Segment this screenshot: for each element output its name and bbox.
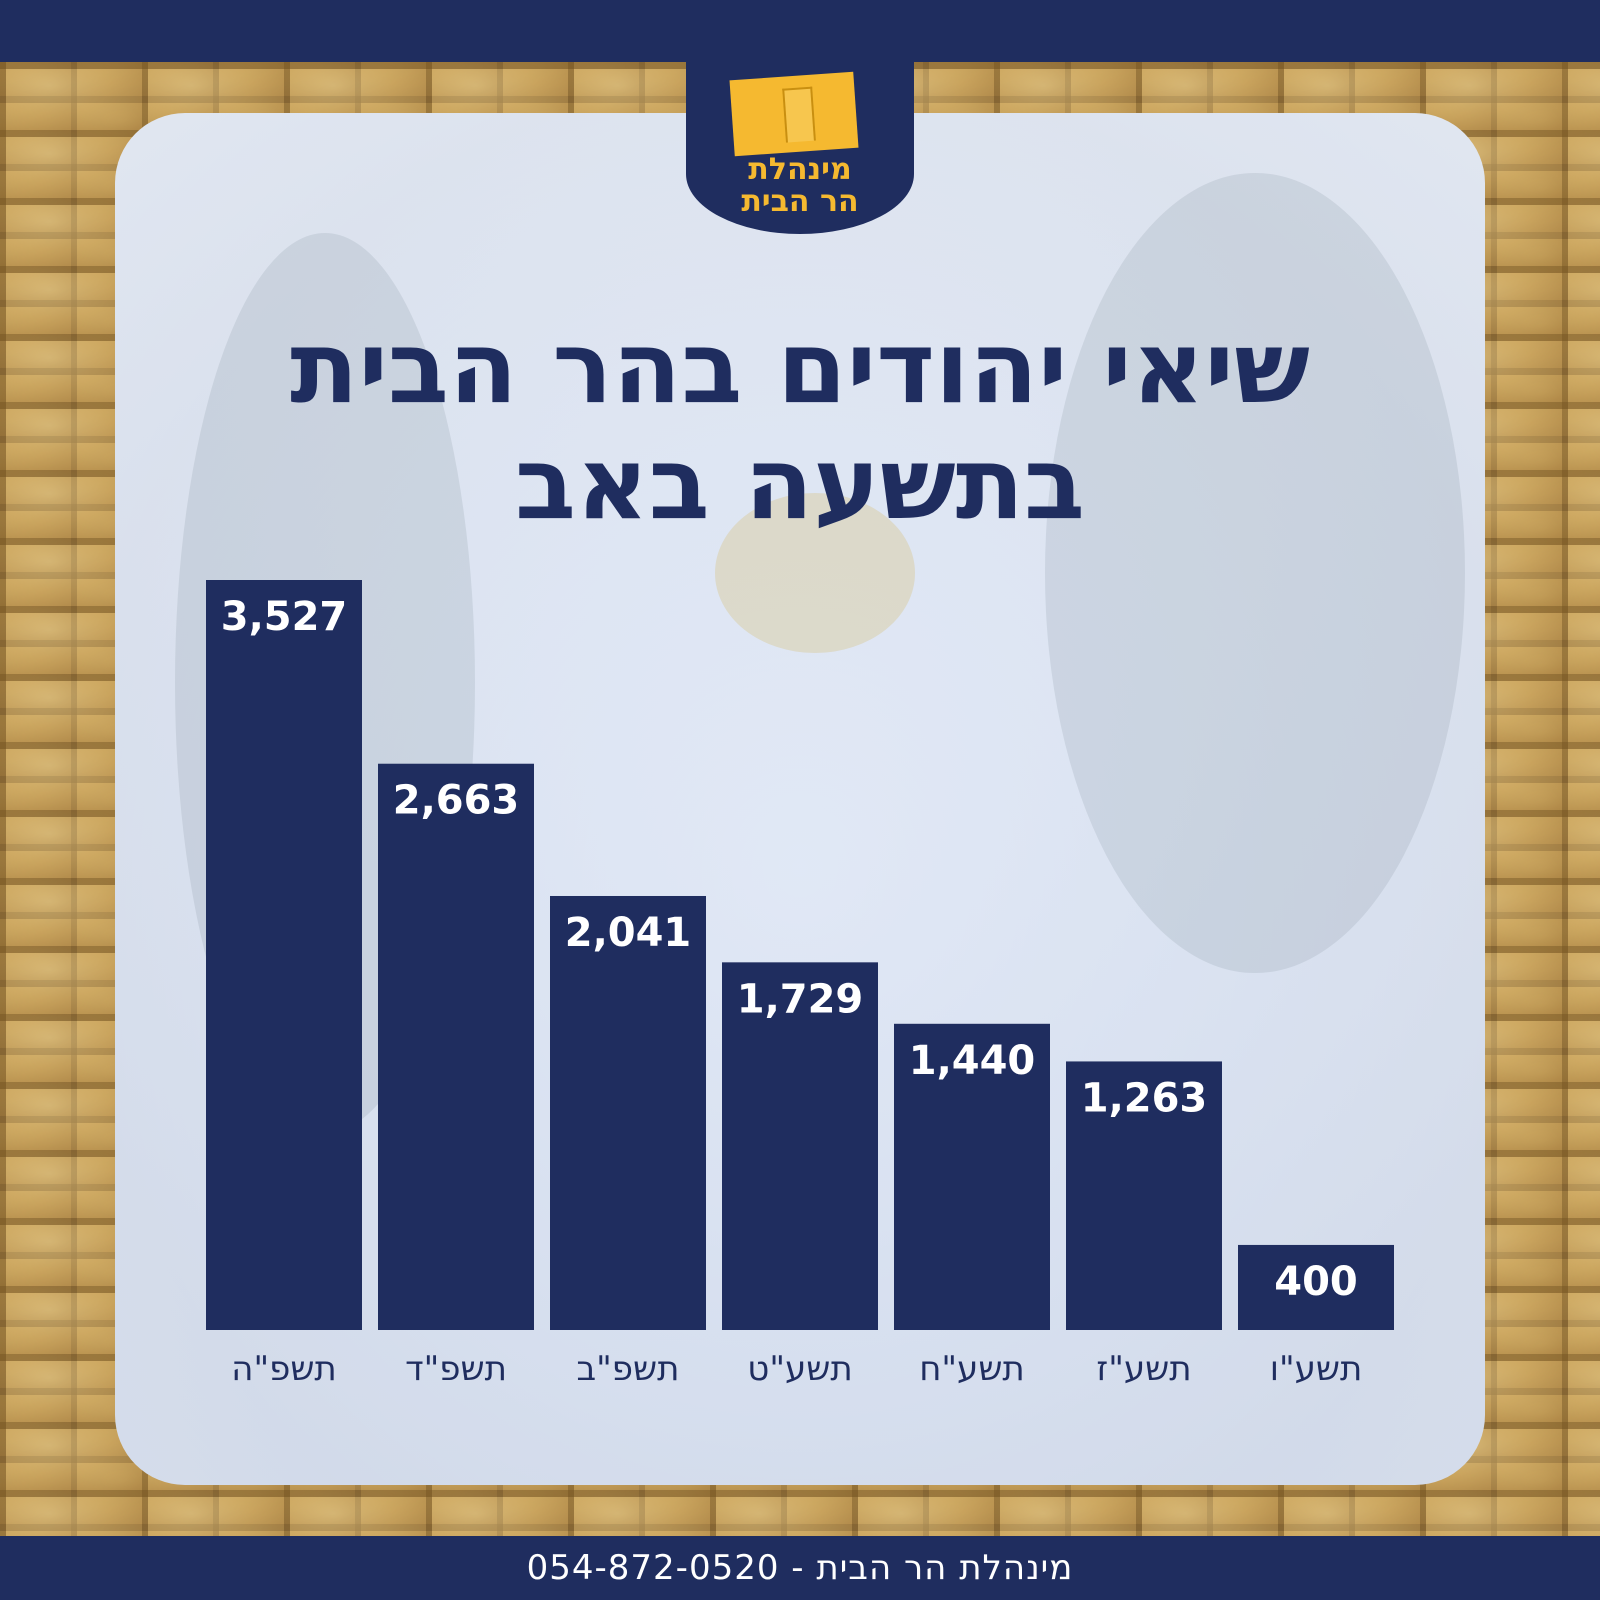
footer-bar: מינהלת הר הבית - 054-872-0520	[0, 1536, 1600, 1600]
category-label-2: תשפ"ב	[577, 1349, 680, 1389]
dome-shape	[715, 493, 915, 653]
category-label-4: תשע"ח	[919, 1349, 1025, 1389]
bar-5	[1066, 1061, 1222, 1330]
bar-value-label-1: 2,663	[393, 778, 520, 824]
bar-value-label-0: 3,527	[221, 594, 348, 640]
bar-value-label-6: 400	[1274, 1259, 1358, 1305]
category-label-1: תשפ"ד	[405, 1349, 507, 1389]
bar-6	[1238, 1244, 1394, 1330]
logo-line-2: הר הבית	[741, 184, 859, 219]
bar-0	[206, 580, 362, 1330]
category-label-0: תשפ"ה	[231, 1349, 337, 1389]
category-label-3: תשע"ט	[747, 1349, 852, 1389]
bar-value-label-4: 1,440	[909, 1038, 1036, 1084]
bar-3	[722, 962, 878, 1330]
bar-value-label-5: 1,263	[1081, 1075, 1208, 1121]
logo: מינהלת הר הבית	[686, 62, 914, 234]
bar-4	[894, 1023, 1050, 1330]
tree-shape	[1045, 173, 1465, 973]
bar-value-label-2: 2,041	[565, 910, 692, 956]
category-label-5: תשע"ז	[1096, 1349, 1191, 1389]
footer-text: מינהלת הר הבית - 054-872-0520	[526, 1548, 1074, 1588]
logo-text: מינהלת הר הבית	[686, 154, 914, 218]
chart-title: שיאי יהודים בהר הבית בתשעה באב	[150, 310, 1450, 542]
category-label-6: תשע"ו	[1270, 1349, 1363, 1389]
bar-value-label-3: 1,729	[737, 976, 864, 1022]
logo-line-1: מינהלת	[748, 152, 852, 187]
title-line-2: בתשעה באב	[514, 425, 1086, 542]
top-bar	[0, 0, 1600, 62]
title-line-1: שיאי יהודים בהר הבית	[290, 309, 1310, 426]
bar-2	[550, 895, 706, 1330]
bar-1	[378, 763, 534, 1330]
